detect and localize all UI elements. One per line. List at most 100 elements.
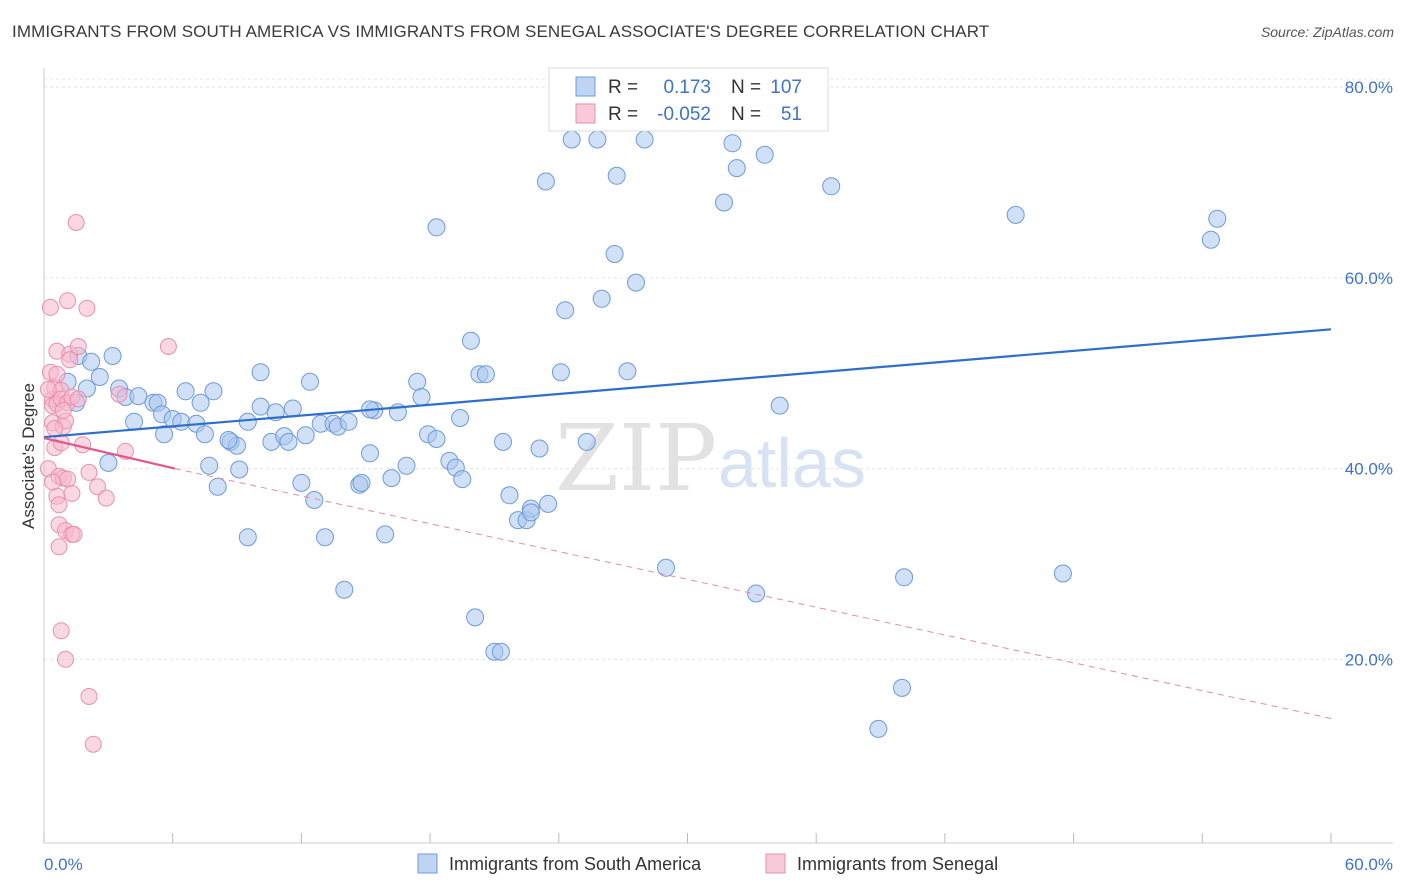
y-tick-label: 40.0% (1345, 460, 1393, 479)
point-south-america (530, 439, 549, 458)
trend-lines (43, 328, 1332, 719)
point-south-america (305, 491, 324, 509)
point-senegal (54, 401, 72, 419)
point-south-america (657, 558, 675, 577)
point-south-america (200, 456, 219, 475)
chart-title: IMMIGRANTS FROM SOUTH AMERICA VS IMMIGRA… (12, 22, 990, 41)
point-south-america (715, 193, 733, 212)
point-south-america (588, 130, 607, 149)
y-tick-label: 60.0% (1345, 269, 1393, 288)
point-south-america (195, 425, 214, 444)
point-senegal (48, 365, 66, 383)
point-senegal (159, 338, 177, 355)
point-senegal (69, 338, 87, 355)
point-south-america (491, 642, 510, 661)
point-south-america (155, 425, 174, 444)
point-south-america (747, 584, 766, 603)
point-south-america (627, 273, 645, 292)
point-south-america (592, 289, 611, 308)
point-south-america (539, 494, 558, 513)
y-tick-label: 20.0% (1345, 650, 1393, 669)
point-south-america (191, 393, 210, 412)
legend-r-value-senegal: -0.052 (657, 104, 711, 125)
point-senegal (57, 650, 74, 668)
point-south-america (577, 432, 596, 451)
point-south-america (618, 362, 637, 381)
trend-line-senegal (43, 436, 176, 470)
point-senegal (84, 735, 102, 753)
point-south-america (279, 432, 298, 451)
point-senegal (110, 385, 128, 403)
point-south-america (238, 412, 257, 431)
point-south-america (822, 177, 841, 196)
point-south-america (301, 372, 319, 391)
point-senegal (80, 688, 98, 705)
legend-n-label: N = (731, 104, 761, 125)
point-south-america (895, 568, 914, 587)
point-south-america (316, 528, 334, 547)
legend-r-label: R = (608, 77, 638, 98)
point-south-america (238, 528, 257, 547)
series-senegal-points (39, 214, 177, 753)
point-south-america (893, 678, 911, 697)
point-south-america (90, 368, 109, 386)
point-south-america (376, 525, 395, 544)
point-south-america (427, 218, 446, 237)
grid-lines (44, 78, 1393, 660)
point-senegal (59, 470, 77, 488)
point-south-america (208, 477, 227, 496)
point-south-america (727, 159, 746, 178)
point-south-america (770, 396, 789, 415)
stats-legend: R = 0.173 N = 107 R = -0.052 N = 51 (548, 67, 829, 132)
point-senegal (65, 525, 83, 543)
point-south-america (607, 166, 626, 185)
point-south-america (1208, 209, 1227, 228)
point-south-america (339, 412, 358, 431)
point-south-america (723, 134, 742, 153)
point-senegal (89, 478, 107, 496)
point-senegal (63, 484, 81, 502)
point-south-america (361, 444, 379, 463)
trend-line-south-america (43, 328, 1332, 439)
y-axis-label: Associate's Degree (19, 383, 38, 529)
watermark-zip: ZIP (555, 405, 717, 512)
point-south-america (461, 331, 480, 350)
point-south-america (230, 460, 249, 479)
point-south-america (283, 399, 302, 418)
point-south-america (335, 580, 354, 599)
point-south-america (172, 412, 191, 431)
point-senegal (39, 380, 57, 398)
watermark-atlas: atlas (718, 424, 866, 502)
point-south-america (251, 363, 270, 382)
bottom-legend-label-south-america: Immigrants from South America (449, 854, 702, 874)
point-south-america (1006, 205, 1025, 224)
point-senegal (50, 538, 68, 556)
point-south-america (296, 426, 315, 445)
point-south-america (551, 363, 570, 382)
point-senegal (67, 214, 85, 231)
point-senegal (52, 622, 70, 640)
point-south-america (556, 301, 575, 320)
point-south-america (408, 372, 427, 391)
point-south-america (397, 456, 416, 475)
point-senegal (69, 390, 87, 408)
point-south-america (427, 430, 446, 448)
legend-swatch-south-america (575, 76, 596, 97)
point-senegal (80, 463, 98, 481)
point-south-america (125, 412, 144, 431)
point-south-america (292, 473, 311, 492)
point-south-america (82, 352, 101, 371)
point-south-america (453, 470, 472, 489)
series-south-america-points (58, 130, 1227, 738)
axes (43, 68, 1393, 844)
point-senegal (78, 299, 96, 317)
legend-n-label: N = (731, 77, 761, 98)
legend-r-value-south-america: 0.173 (663, 77, 711, 98)
point-south-america (251, 397, 270, 416)
bottom-legend-label-senegal: Immigrants from Senegal (797, 854, 998, 874)
point-senegal (59, 292, 77, 310)
point-senegal (61, 351, 79, 369)
x-tick-label-min: 0.0% (44, 855, 83, 874)
legend-n-value-senegal: 51 (781, 104, 802, 125)
point-south-america (129, 387, 148, 406)
